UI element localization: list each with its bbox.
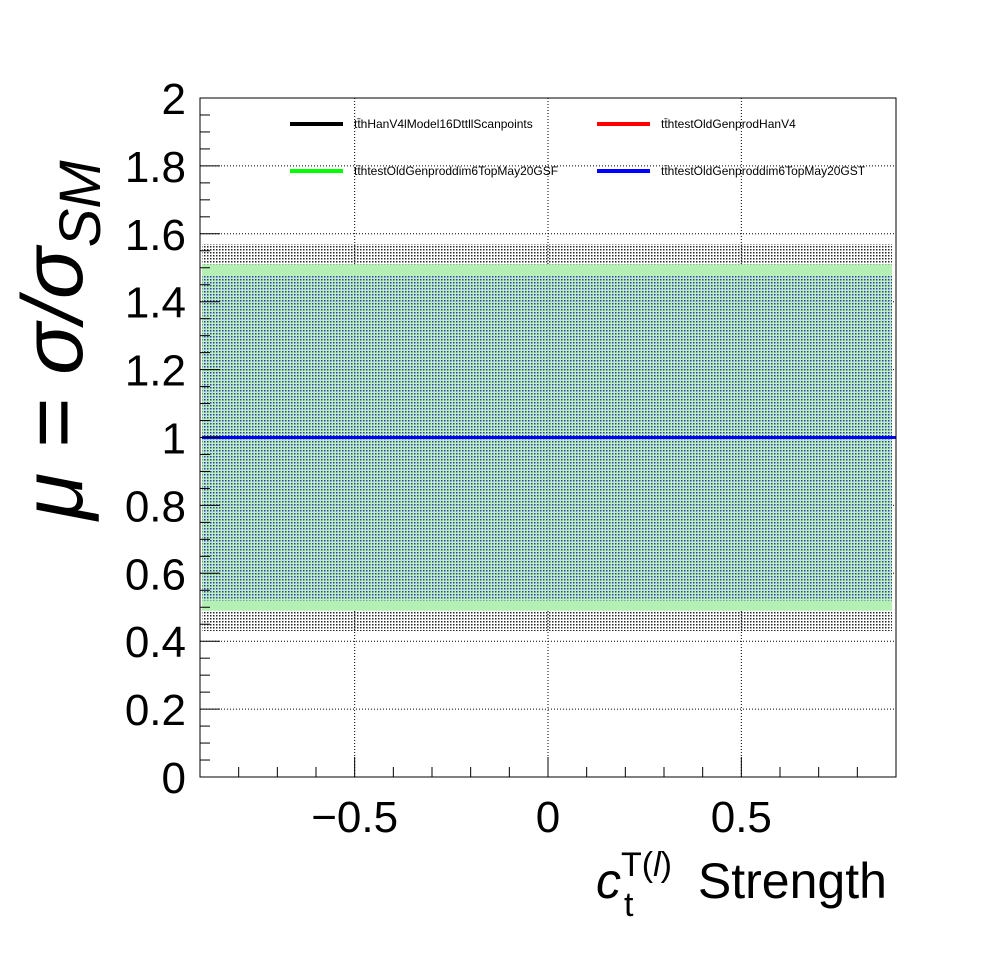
x-axis-title-sup-prefix: T( [621,846,654,884]
plot-frame [199,97,897,778]
y-tick-label: 0.2 [125,686,186,735]
y-tick-label: 1.6 [125,211,186,260]
y-tick-label: 0 [162,754,186,803]
x-tick-label: −0.5 [311,793,398,842]
x-axis-title-main: c [596,853,621,909]
y-tick-label: 1.4 [125,279,186,328]
legend: tt̄hHanV4lModel16DttllScanpoints tt̄htest… [290,117,866,178]
legend-label: tt̄htestOldGenprodHanV4 [661,117,796,131]
x-axis-title-sup-suffix: ) [661,846,672,884]
legend-label: tt̄htestOldGenproddim6TopMay20GSF [354,164,558,178]
y-tick-label: 0.6 [125,550,186,599]
legend-label: tt̄htestOldGenproddim6TopMay20GST [661,164,866,178]
x-axis-title: cT(l) t Strength [596,846,887,924]
y-axis-title-sub: SM [48,160,113,248]
x-axis-title-rest: Strength [684,853,887,909]
y-axis-title-main: μ = σ/σ [5,244,101,522]
band-green-top [202,264,892,275]
x-axis-title-sub: t [624,886,634,924]
y-tick-label: 1 [162,415,186,464]
band-green-bottom [202,600,892,611]
y-tick-label: 1.8 [125,143,186,192]
legend-label: tt̄hHanV4lModel16DttllScanpoints [354,117,533,131]
x-tick-label: 0 [536,793,560,842]
y-tick-label: 1.2 [125,347,186,396]
x-tick-label: 0.5 [711,793,772,842]
y-axis-title: μ = σ/σSM [5,160,113,522]
y-tick-label: 0.4 [125,618,186,667]
y-tick-label: 2 [162,75,186,124]
tick-labels: −0.5 0 0.5 0 0.2 0.4 0.6 0.8 1 1.2 1.4 1.6 1.8 2 [125,75,772,842]
y-tick-label: 0.8 [125,482,186,531]
x-axis-title-sup-italic: l [653,846,662,884]
